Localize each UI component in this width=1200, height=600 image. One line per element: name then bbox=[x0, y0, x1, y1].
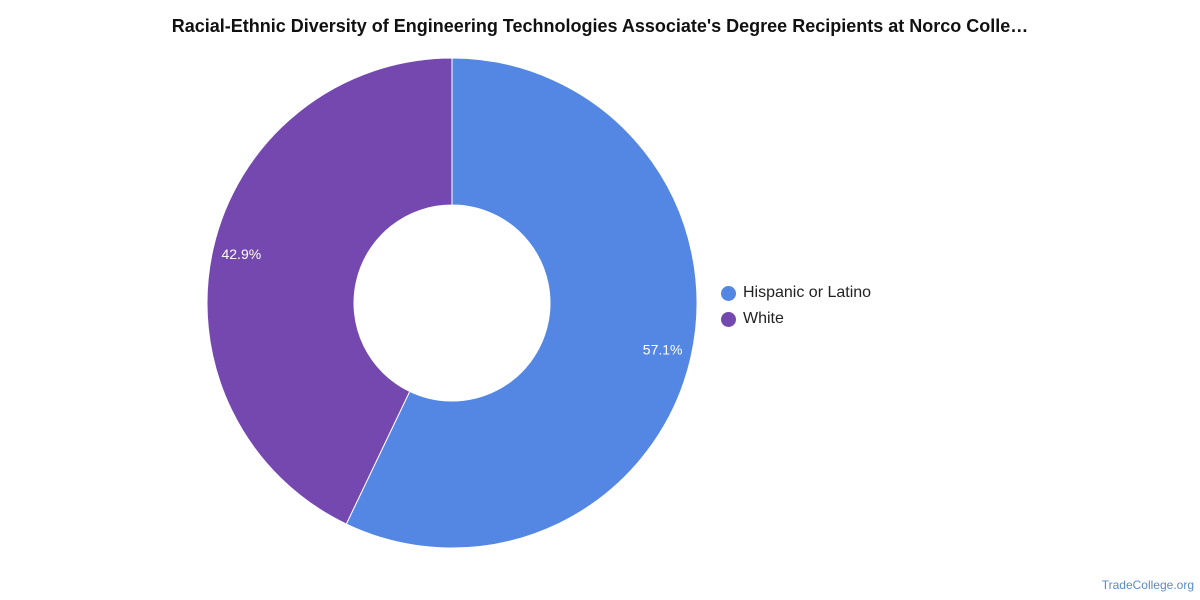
slice-white[interactable] bbox=[206, 57, 453, 525]
legend-item-white[interactable]: White bbox=[721, 306, 871, 332]
legend-label-white: White bbox=[743, 310, 784, 327]
slice-label-white: 42.9% bbox=[221, 246, 261, 262]
source-watermark[interactable]: TradeCollege.org bbox=[1101, 578, 1194, 592]
slice-hispanic-or-latino[interactable] bbox=[345, 57, 698, 549]
chart-legend: Hispanic or Latino White bbox=[721, 280, 871, 332]
slice-label-hispanic-or-latino: 57.1% bbox=[643, 341, 683, 357]
legend-swatch-white bbox=[721, 311, 736, 327]
legend-item-hispanic-or-latino[interactable]: Hispanic or Latino bbox=[721, 280, 871, 306]
chart-title: Racial-Ethnic Diversity of Engineering T… bbox=[171, 16, 1029, 36]
legend-swatch-hispanic-or-latino bbox=[721, 285, 736, 301]
legend-label-hispanic-or-latino: Hispanic or Latino bbox=[743, 284, 872, 301]
